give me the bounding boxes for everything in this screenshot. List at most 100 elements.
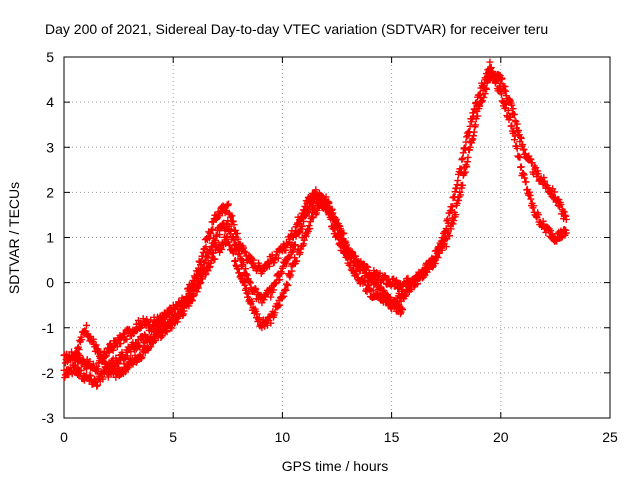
data-point [99,375,107,383]
data-point [218,245,226,253]
data-point [551,188,559,196]
y-tick-label: 5 [46,49,54,65]
data-point [168,324,176,332]
data-point [425,265,433,273]
data-point [530,202,538,210]
y-tick-label: 4 [46,94,54,110]
data-point [444,219,452,227]
data-point [439,237,447,245]
y-tick-label: -3 [42,410,55,426]
data-point [473,101,481,109]
data-point [547,227,555,235]
data-point [274,254,282,262]
data-point [180,307,188,315]
data-point [224,200,232,208]
data-point [399,306,407,314]
data-point [553,237,561,245]
data-point [244,290,252,298]
data-point [158,332,166,340]
data-point [204,267,212,275]
data-point [97,351,105,359]
data-point [472,121,480,129]
data-point [211,255,219,263]
data-point [506,113,514,121]
data-point [325,199,333,207]
data-point [329,209,337,217]
data-point [380,287,388,295]
data-point [267,293,275,301]
data-point [404,274,412,282]
data-point [138,353,146,361]
data-point [461,145,469,153]
data-point [291,241,299,249]
data-point [75,346,83,354]
data-point [442,243,450,251]
data-point [440,234,448,242]
data-point [224,217,232,225]
data-point [534,211,542,219]
data-point [559,207,567,215]
data-point [513,120,521,128]
data-point [209,225,217,233]
x-tick-label: 15 [384,429,400,445]
data-point [271,309,279,317]
y-tick-label: 3 [46,139,54,155]
data-point [384,293,392,301]
data-point [452,211,460,219]
data-point [482,76,490,84]
data-point [483,73,491,81]
data-point [414,280,422,288]
data-point [207,226,215,234]
data-point [369,287,377,295]
data-point [498,74,506,82]
data-point [230,247,238,255]
data-point [510,110,518,118]
y-axis-label: SDTVAR / TECUs [6,182,22,294]
x-tick-label: 25 [602,429,618,445]
data-point [265,262,273,270]
data-point [78,336,86,344]
data-point [442,225,450,233]
chart-title: Day 200 of 2021, Sidereal Day-to-day VTE… [45,21,548,37]
data-marks [60,58,570,390]
data-point [448,203,456,211]
series-track-c [71,196,407,381]
data-point [248,297,256,305]
data-point [423,268,431,276]
data-point [516,153,524,161]
y-tick-label: 0 [46,275,54,291]
data-point [493,77,501,85]
data-point [288,267,296,275]
data-point [253,310,261,318]
data-point [223,232,231,240]
data-point [230,221,238,229]
data-point [454,177,462,185]
data-point [123,335,131,343]
data-point [504,106,512,114]
data-point [471,106,479,114]
data-point [502,100,510,108]
data-point [293,257,301,265]
x-tick-label: 20 [493,429,509,445]
data-point [83,321,91,329]
data-point [486,58,494,66]
data-point [185,302,193,310]
data-point [369,275,377,283]
data-point [351,252,359,260]
data-point [497,90,505,98]
data-point [117,340,125,348]
data-point [517,163,525,171]
data-point [457,191,465,199]
data-point [534,170,542,178]
data-point [298,223,306,231]
data-point [109,346,117,354]
data-point [562,215,570,223]
data-point [373,268,381,276]
data-point [282,246,290,254]
data-point [509,105,517,113]
data-point [250,256,258,264]
data-point [334,234,342,242]
x-tick-label: 5 [169,429,177,445]
data-point [464,153,472,161]
